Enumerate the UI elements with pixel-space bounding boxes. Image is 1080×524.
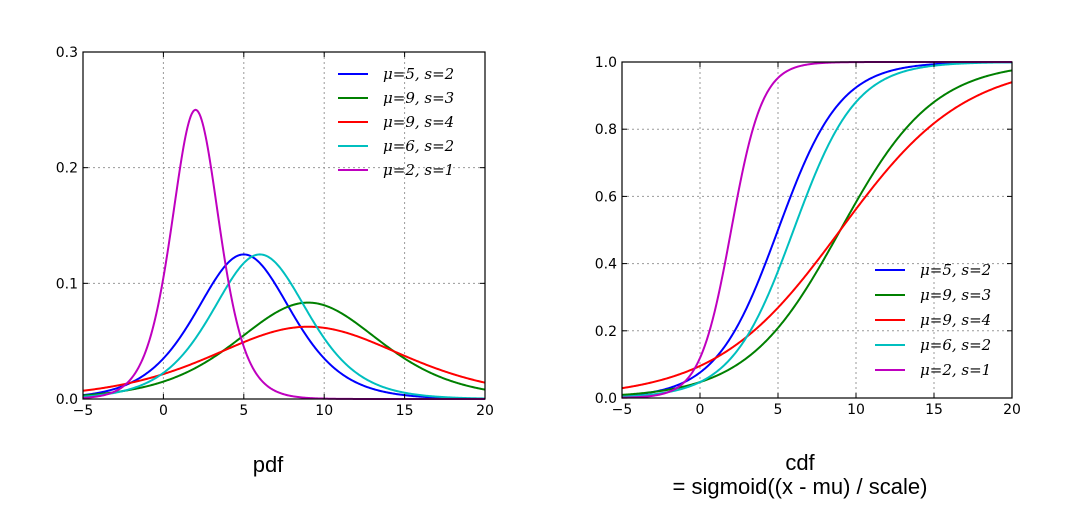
legend: μ=5, s=2 μ=9, s=3 μ=9, s=4 μ=6, s=2 μ=2, s=1: [875, 261, 991, 379]
x-tick-label: 15: [925, 402, 943, 418]
y-tick-label: 0.0: [56, 392, 78, 408]
series-line-3: [82, 325, 486, 392]
y-tick-label: 0.0: [595, 391, 617, 407]
legend-label: μ=2, s=1: [920, 361, 991, 379]
legend-label: μ=2, s=1: [383, 161, 454, 179]
x-tick-label: 10: [315, 403, 333, 419]
plot-frame: [621, 61, 1013, 399]
y-tick-label: 0.1: [56, 276, 78, 292]
x-tick-label: 15: [396, 403, 414, 419]
plot-frame: [82, 51, 486, 400]
series-line-4: [82, 253, 486, 400]
y-tick-label: 0.3: [56, 45, 78, 61]
legend-label: μ=5, s=2: [383, 65, 454, 83]
x-tick-label: 10: [847, 402, 865, 418]
series-line-1: [82, 253, 486, 400]
chart-cdf: −5 0 5 10 15 20 0.0 0.2 0.4 0.6 0.8 1.0 μ=5, s=2 μ=9,…: [595, 55, 1021, 499]
legend-label: μ=9, s=3: [383, 89, 454, 107]
x-tick-label: −5: [73, 403, 94, 419]
x-tick-label: 20: [476, 403, 494, 419]
caption-line: pdf: [253, 452, 284, 477]
x-tick-label: 5: [774, 402, 783, 418]
y-tick-label: 0.4: [595, 257, 617, 273]
series-line-2: [82, 301, 486, 397]
legend-label: μ=9, s=4: [920, 311, 991, 329]
x-tick-label: 5: [239, 403, 248, 419]
y-tick-label: 0.2: [56, 161, 78, 177]
y-tick-label: 0.8: [595, 122, 617, 138]
series-line-3: [621, 81, 1013, 390]
legend-label: μ=5, s=2: [920, 261, 991, 279]
series-line-4: [621, 61, 1013, 398]
x-tick-label: 0: [159, 403, 168, 419]
legend-label: μ=6, s=2: [383, 137, 454, 155]
caption-line: = sigmoid((x - mu) / scale): [673, 474, 928, 499]
y-tick-label: 0.2: [595, 324, 617, 340]
y-tick-label: 1.0: [595, 55, 617, 71]
y-tick-label: 0.6: [595, 189, 617, 205]
caption-line: cdf: [785, 450, 815, 475]
plot-area: [622, 62, 1012, 398]
chart-pdf: −5 0 5 10 15 200.00.10.20.3μ=5, s=2μ=9, s=3μ=…: [56, 45, 494, 477]
legend-label: μ=9, s=3: [920, 286, 991, 304]
legend-label: μ=9, s=4: [383, 113, 454, 131]
x-tick-label: 0: [696, 402, 705, 418]
series-line-2: [621, 69, 1013, 396]
x-tick-label: −5: [612, 402, 633, 418]
legend: μ=5, s=2 μ=9, s=3 μ=9, s=4 μ=6, s=2 μ=2, s=1: [338, 65, 454, 179]
legend-label: μ=6, s=2: [920, 336, 991, 354]
x-tick-label: 20: [1003, 402, 1021, 418]
